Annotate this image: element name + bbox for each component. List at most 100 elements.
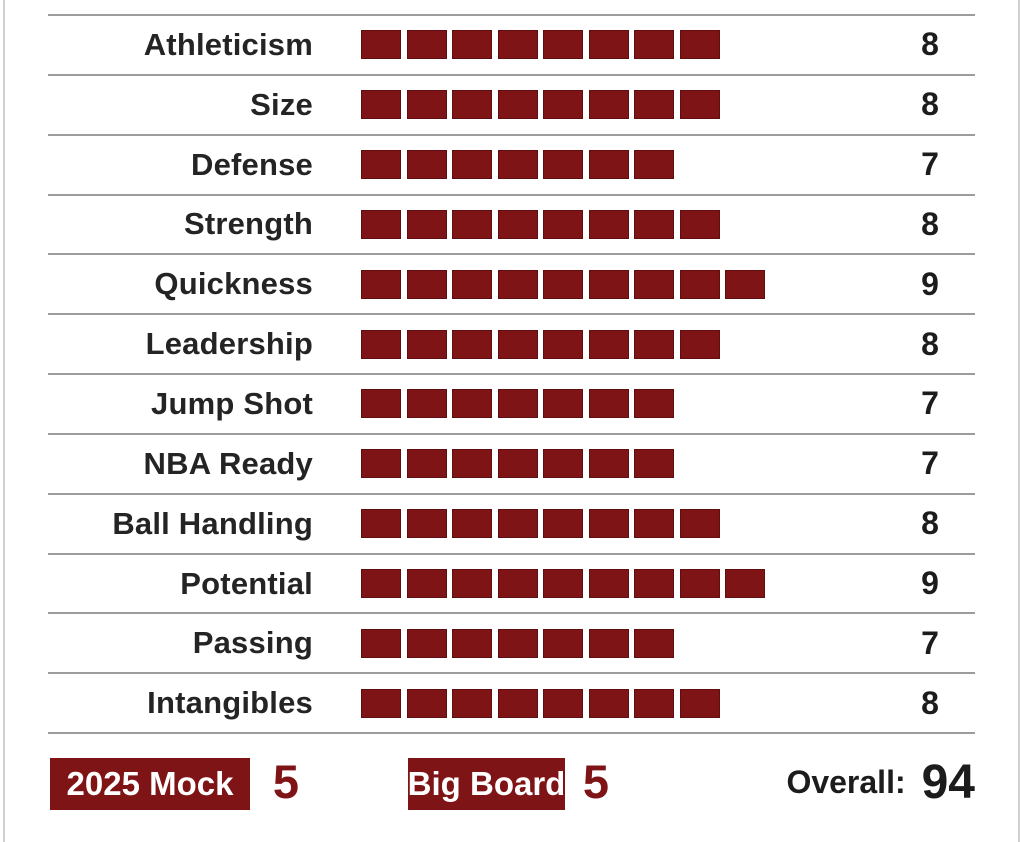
rating-row-athleticism: Athleticism 8 bbox=[48, 14, 975, 74]
mock-value: 5 bbox=[272, 755, 300, 808]
rating-block bbox=[452, 30, 492, 60]
rating-block bbox=[361, 569, 401, 599]
rating-block bbox=[497, 30, 538, 60]
rating-block bbox=[679, 569, 720, 599]
rating-block bbox=[406, 449, 447, 479]
rating-block bbox=[406, 209, 447, 239]
rating-block bbox=[497, 209, 538, 239]
rating-row-strength: Strength 8 bbox=[48, 193, 975, 254]
mock-badge-label: 2025 Mock bbox=[66, 765, 234, 802]
rating-block bbox=[588, 688, 629, 718]
rating-label: Defense bbox=[190, 146, 313, 182]
rating-block bbox=[497, 569, 538, 599]
rating-block bbox=[361, 30, 401, 60]
rating-value: 7 bbox=[921, 445, 939, 482]
ratings-table: Athleticism 8 Size 8 Defense 7 Strength … bbox=[48, 14, 975, 735]
rating-block bbox=[634, 269, 674, 299]
rating-block bbox=[634, 90, 674, 120]
rating-blocks-bar bbox=[361, 269, 765, 299]
overall-value: 94 bbox=[921, 755, 975, 809]
rating-block bbox=[497, 389, 538, 419]
rating-block bbox=[543, 569, 583, 599]
rating-block bbox=[497, 509, 538, 539]
rating-blocks-bar bbox=[361, 688, 720, 718]
rating-blocks-bar bbox=[361, 30, 720, 60]
overall-label: Overall: bbox=[786, 763, 906, 800]
rating-block bbox=[679, 688, 720, 718]
rating-row-ball-handling: Ball Handling 8 bbox=[48, 492, 975, 553]
rating-blocks-bar bbox=[361, 449, 674, 479]
rating-block bbox=[361, 449, 401, 479]
rating-block bbox=[361, 150, 401, 180]
rating-block bbox=[497, 90, 538, 120]
rating-block bbox=[361, 269, 401, 299]
rating-label: Size bbox=[250, 86, 313, 122]
rating-block bbox=[634, 688, 674, 718]
rating-block bbox=[634, 569, 674, 599]
rating-block bbox=[588, 90, 629, 120]
rating-block bbox=[452, 449, 492, 479]
rating-block bbox=[406, 688, 447, 718]
rating-block bbox=[725, 269, 765, 299]
big-board-badge-label: Big Board bbox=[407, 765, 566, 802]
rating-block bbox=[588, 329, 629, 359]
rating-block bbox=[361, 329, 401, 359]
rating-block bbox=[679, 509, 720, 539]
rating-value: 9 bbox=[921, 565, 939, 602]
rating-label: NBA Ready bbox=[143, 445, 313, 481]
rating-block bbox=[361, 90, 401, 120]
rating-blocks-bar bbox=[361, 209, 720, 239]
rating-label: Leadership bbox=[145, 326, 313, 362]
rating-block bbox=[497, 150, 538, 180]
rating-value: 8 bbox=[921, 26, 939, 63]
rating-block bbox=[543, 30, 583, 60]
rating-block bbox=[452, 90, 492, 120]
rating-block bbox=[497, 269, 538, 299]
rating-block bbox=[588, 30, 629, 60]
rating-blocks-bar bbox=[361, 389, 674, 419]
rating-block bbox=[452, 209, 492, 239]
rating-label: Jump Shot bbox=[151, 385, 313, 421]
rating-block bbox=[361, 688, 401, 718]
rating-label: Intangibles bbox=[147, 685, 313, 721]
rating-block bbox=[543, 150, 583, 180]
rating-value: 8 bbox=[921, 505, 939, 542]
rating-block bbox=[452, 688, 492, 718]
rating-block bbox=[452, 329, 492, 359]
rating-label: Athleticism bbox=[143, 26, 313, 62]
rating-value: 8 bbox=[921, 86, 939, 123]
rating-block bbox=[361, 209, 401, 239]
rating-row-defense: Defense 7 bbox=[48, 133, 975, 194]
rating-block bbox=[543, 329, 583, 359]
rating-blocks-bar bbox=[361, 628, 674, 658]
rating-row-potential: Potential 9 bbox=[48, 552, 975, 613]
rating-blocks-bar bbox=[361, 569, 765, 599]
rating-block bbox=[406, 628, 447, 658]
rating-blocks-bar bbox=[361, 90, 720, 120]
rating-block bbox=[588, 150, 629, 180]
big-board-value: 5 bbox=[582, 755, 610, 808]
rating-row-size: Size 8 bbox=[48, 73, 975, 134]
rating-block bbox=[406, 90, 447, 120]
rating-block bbox=[679, 329, 720, 359]
rating-label: Strength bbox=[183, 206, 313, 242]
mock-badge: 2025 Mock bbox=[50, 758, 250, 810]
rating-block bbox=[588, 389, 629, 419]
rating-value: 8 bbox=[921, 205, 939, 242]
rating-block bbox=[361, 389, 401, 419]
rating-block bbox=[543, 449, 583, 479]
rating-block bbox=[543, 389, 583, 419]
card-right-border bbox=[1018, 0, 1020, 842]
rating-label: Quickness bbox=[154, 266, 313, 302]
rating-block bbox=[543, 628, 583, 658]
rating-block bbox=[406, 150, 447, 180]
rating-blocks-bar bbox=[361, 150, 674, 180]
rating-value: 7 bbox=[921, 385, 939, 422]
rating-block bbox=[634, 209, 674, 239]
rating-block bbox=[406, 569, 447, 599]
rating-block bbox=[543, 509, 583, 539]
rating-row-intangibles: Intangibles 8 bbox=[48, 672, 975, 732]
rating-block bbox=[634, 329, 674, 359]
footer: 2025 Mock 5 Big Board 5 Overall: 94 bbox=[0, 734, 1024, 842]
rating-block bbox=[679, 209, 720, 239]
